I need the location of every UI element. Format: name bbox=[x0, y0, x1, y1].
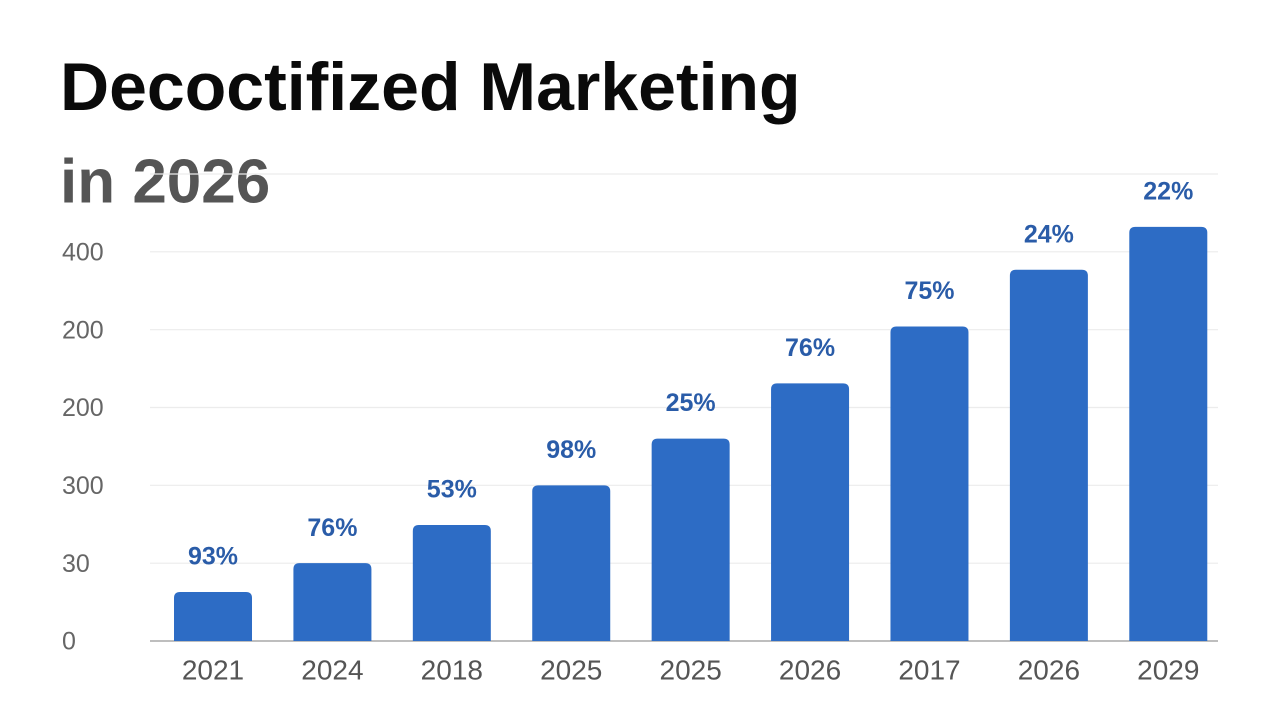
y-tick-label: 200 bbox=[62, 394, 104, 422]
bar bbox=[1009, 269, 1088, 641]
y-tick-label: 400 bbox=[62, 238, 104, 266]
x-tick-label: 2025 bbox=[540, 654, 602, 685]
x-tick-label: 2017 bbox=[898, 654, 960, 685]
bar-label: 53% bbox=[427, 476, 477, 504]
bar-label: 24% bbox=[1024, 220, 1074, 248]
x-tick-label: 2018 bbox=[421, 654, 483, 685]
y-tick-label: 0 bbox=[62, 628, 76, 656]
bar bbox=[412, 525, 491, 641]
chart-title: Decoctifized Marketing bbox=[60, 49, 801, 125]
bar bbox=[771, 383, 850, 641]
bar bbox=[174, 591, 253, 641]
bar-label: 76% bbox=[307, 514, 357, 542]
bar-label: 25% bbox=[666, 389, 716, 417]
x-tick-label: 2025 bbox=[660, 654, 722, 685]
y-tick-label: 30 bbox=[62, 550, 90, 578]
bar-label: 22% bbox=[1143, 178, 1193, 206]
bar bbox=[532, 485, 611, 641]
bar bbox=[890, 326, 969, 641]
bar-label: 76% bbox=[785, 334, 835, 362]
bar-label: 98% bbox=[546, 436, 596, 464]
bar-label: 93% bbox=[188, 543, 238, 571]
bar bbox=[293, 563, 372, 641]
x-tick-label: 2021 bbox=[182, 654, 244, 685]
bar bbox=[1129, 226, 1208, 641]
bar bbox=[651, 438, 730, 641]
chart-subtitle: in 2026 bbox=[60, 147, 270, 216]
x-tick-label: 2029 bbox=[1137, 654, 1199, 685]
x-tick-label: 2026 bbox=[779, 654, 841, 685]
bar-label: 75% bbox=[904, 277, 954, 305]
x-tick-label: 2024 bbox=[301, 654, 363, 685]
y-tick-label: 300 bbox=[62, 472, 104, 500]
y-tick-label: 200 bbox=[62, 316, 104, 344]
x-tick-label: 2026 bbox=[1018, 654, 1080, 685]
